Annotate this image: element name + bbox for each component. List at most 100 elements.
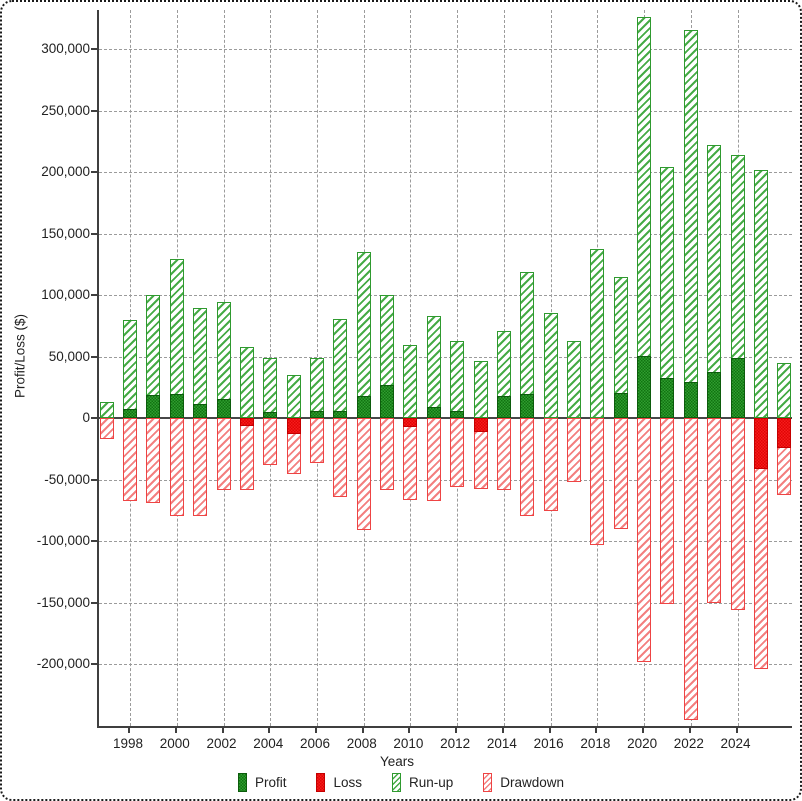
bar-runup-2026 bbox=[777, 363, 792, 419]
legend-label-loss: Loss bbox=[333, 775, 362, 790]
drawdown-swatch-icon bbox=[483, 773, 493, 792]
bar-drawdown-2002 bbox=[216, 418, 231, 490]
x-tick-2010 bbox=[408, 727, 411, 733]
bar-loss-2003 bbox=[239, 418, 254, 426]
plot-area bbox=[97, 10, 792, 728]
bar-drawdown-2008 bbox=[356, 418, 371, 531]
bar-runup-2024 bbox=[730, 155, 745, 419]
bar-profit-1998 bbox=[123, 408, 138, 419]
bar-loss-2025 bbox=[753, 418, 768, 469]
profit-swatch-icon bbox=[237, 773, 247, 792]
bar-profit-2020 bbox=[637, 355, 652, 419]
bar-runup-2017 bbox=[567, 340, 581, 419]
bar-drawdown-2009 bbox=[380, 418, 395, 490]
bar-drawdown-2020 bbox=[637, 418, 652, 663]
y-tick-label--200,000: -200,000 bbox=[36, 656, 90, 672]
bar-runup-2004 bbox=[263, 358, 278, 419]
loss-swatch-icon bbox=[316, 773, 326, 792]
gridline-150,000 bbox=[99, 233, 792, 235]
x-tick-label-2004: 2004 bbox=[253, 736, 284, 751]
bar-drawdown-2016 bbox=[543, 418, 558, 511]
bar-drawdown-2014 bbox=[496, 418, 511, 490]
y-tick-0 bbox=[91, 417, 97, 420]
bar-drawdown-2019 bbox=[613, 418, 628, 530]
bar-profit-2009 bbox=[380, 385, 395, 419]
bar-drawdown-2023 bbox=[707, 418, 722, 603]
x-tick-2018 bbox=[595, 727, 598, 733]
bar-profit-2022 bbox=[683, 381, 698, 419]
x-tick-label-2012: 2012 bbox=[440, 736, 471, 751]
bar-drawdown-1999 bbox=[146, 418, 161, 504]
gridline-50,000 bbox=[99, 356, 792, 358]
bar-drawdown-2003 bbox=[239, 418, 254, 490]
y-tick--100,000 bbox=[91, 540, 97, 543]
bar-profit-1999 bbox=[146, 395, 161, 419]
bar-loss-2005 bbox=[286, 418, 301, 435]
legend-label-runup: Run-up bbox=[408, 775, 454, 790]
bar-profit-2019 bbox=[613, 392, 628, 419]
x-tick-2022 bbox=[688, 727, 691, 733]
bar-drawdown-2017 bbox=[567, 418, 581, 483]
x-tick-2008 bbox=[361, 727, 364, 733]
bar-profit-2015 bbox=[520, 393, 535, 419]
legend-label-drawdown: Drawdown bbox=[500, 775, 565, 790]
bar-runup-2022 bbox=[683, 29, 698, 419]
x-tick-label-2010: 2010 bbox=[393, 736, 424, 751]
bar-runup-2021 bbox=[660, 167, 675, 419]
bar-profit-2023 bbox=[707, 371, 722, 419]
bar-profit-2004 bbox=[263, 412, 278, 419]
bar-runup-2020 bbox=[637, 17, 652, 419]
y-tick-300,000 bbox=[91, 48, 97, 51]
bar-runup-1998 bbox=[123, 320, 138, 419]
y-tick--150,000 bbox=[91, 601, 97, 604]
x-tick-label-2002: 2002 bbox=[206, 736, 237, 751]
y-tick-label--50,000: -50,000 bbox=[44, 471, 90, 487]
x-tick-label-2014: 2014 bbox=[486, 736, 517, 751]
y-tick-100,000 bbox=[91, 294, 97, 297]
x-tick-label-2020: 2020 bbox=[627, 736, 658, 751]
bar-drawdown-2018 bbox=[590, 418, 605, 546]
legend: Profit Loss Run-up Drawdown bbox=[0, 773, 802, 792]
bar-profit-2021 bbox=[660, 377, 675, 419]
x-tick-2012 bbox=[455, 727, 458, 733]
x-tick-2016 bbox=[548, 727, 551, 733]
y-tick-label--150,000: -150,000 bbox=[36, 594, 90, 610]
gridline-250,000 bbox=[99, 110, 792, 112]
bar-loss-2026 bbox=[777, 418, 792, 448]
runup-swatch-icon bbox=[391, 773, 401, 792]
bar-runup-2006 bbox=[309, 358, 324, 419]
gridline-200,000 bbox=[99, 172, 792, 174]
x-axis-title: Years bbox=[379, 754, 415, 769]
bar-drawdown-1998 bbox=[123, 418, 138, 501]
bar-profit-2014 bbox=[496, 396, 511, 419]
bar-drawdown-2010 bbox=[403, 418, 418, 500]
bar-runup-2019 bbox=[613, 276, 628, 419]
bar-profit-2007 bbox=[333, 411, 348, 419]
bar-profit-2002 bbox=[216, 398, 231, 419]
bar-runup-2018 bbox=[590, 248, 605, 419]
bar-drawdown-2022 bbox=[683, 418, 698, 720]
bar-runup-2005 bbox=[286, 375, 301, 419]
y-tick--50,000 bbox=[91, 478, 97, 481]
x-tick-label-1998: 1998 bbox=[113, 736, 144, 751]
gridline--100,000 bbox=[99, 541, 792, 543]
x-tick-label-2016: 2016 bbox=[533, 736, 564, 751]
bar-drawdown-2007 bbox=[333, 418, 348, 498]
x-tick-label-2018: 2018 bbox=[580, 736, 611, 751]
bar-drawdown-2006 bbox=[309, 418, 324, 463]
x-tick-2004 bbox=[268, 727, 271, 733]
y-tick-label-150,000: 150,000 bbox=[41, 225, 90, 241]
x-tick-label-2024: 2024 bbox=[720, 736, 751, 751]
x-tick-2014 bbox=[501, 727, 504, 733]
legend-item-profit: Profit bbox=[237, 773, 286, 792]
bar-profit-2012 bbox=[450, 411, 465, 419]
bar-loss-2013 bbox=[473, 418, 488, 432]
x-tick-2006 bbox=[314, 727, 317, 733]
x-tick-label-2006: 2006 bbox=[299, 736, 330, 751]
x-tick-1998 bbox=[128, 727, 131, 733]
bar-runup-2010 bbox=[403, 344, 418, 419]
y-tick-50,000 bbox=[91, 355, 97, 358]
bar-profit-2024 bbox=[730, 358, 745, 419]
bar-runup-2002 bbox=[216, 301, 231, 419]
